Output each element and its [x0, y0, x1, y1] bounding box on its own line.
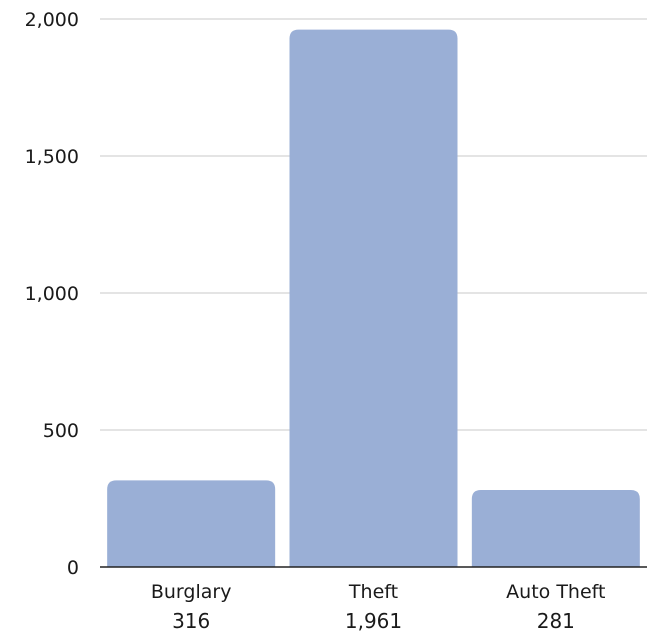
category-label-theft: Theft	[348, 581, 398, 603]
value-label-auto-theft: 281	[537, 609, 575, 633]
value-label-theft: 1,961	[345, 609, 402, 633]
category-label-burglary: Burglary	[151, 581, 232, 603]
bar-burglary	[107, 480, 276, 567]
y-tick-label-0: 0	[67, 557, 79, 579]
y-tick-label-1000: 1,000	[25, 283, 79, 305]
y-tick-label-1500: 1,500	[25, 146, 79, 168]
category-label-auto-theft: Auto Theft	[506, 581, 605, 603]
bars	[107, 29, 640, 568]
y-tick-label-2000: 2,000	[25, 9, 79, 31]
bar-theft	[289, 29, 458, 568]
value-label-burglary: 316	[172, 609, 210, 633]
labels: 0 500 1,000 1,500 2,000 Burglary 316 Theft 1,961…	[25, 9, 606, 633]
y-tick-label-500: 500	[43, 420, 79, 442]
bar-auto-theft	[471, 490, 640, 567]
